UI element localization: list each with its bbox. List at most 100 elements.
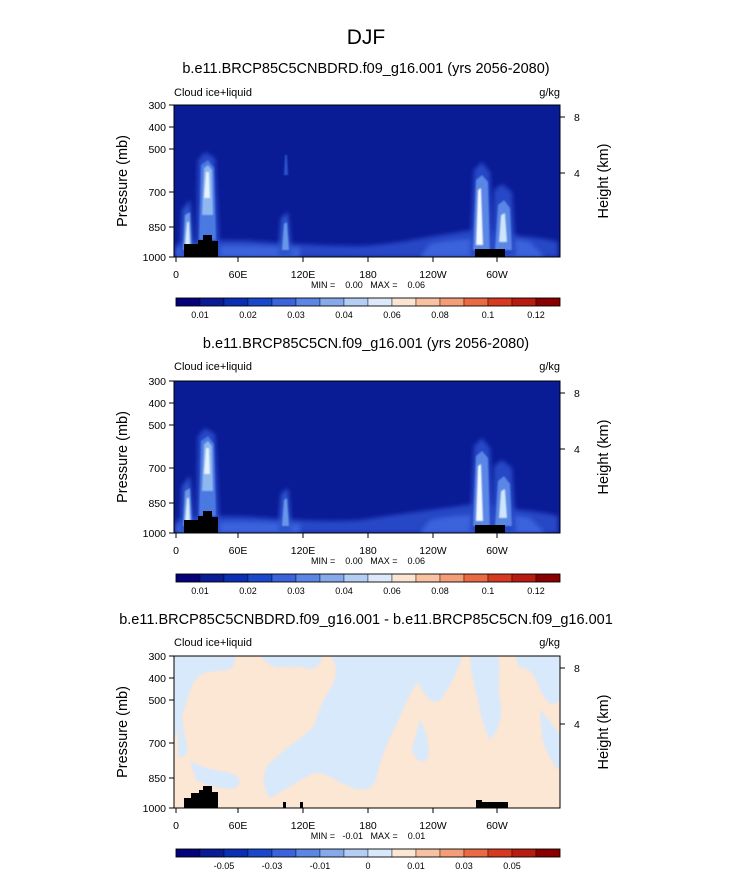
plot-border: [173, 655, 561, 809]
x-tick-label: 180: [359, 820, 377, 832]
colorbar-label: 0.04: [335, 586, 353, 596]
cloud-column: [499, 213, 507, 242]
colorbar-label: 0.1: [482, 586, 495, 596]
x-tick-label: 0: [173, 269, 179, 281]
y-tick-label: 500: [148, 144, 166, 156]
topography: [475, 249, 505, 257]
colorbar-swatch: [511, 848, 537, 858]
y-tick-label: 700: [148, 738, 166, 750]
colorbar: -0.05 -0.03 -0.01 0 0.01 0.03 0.05: [175, 848, 561, 871]
colorbar-swatch: [439, 573, 465, 583]
colorbar-swatch: [535, 848, 561, 858]
low-cloud-core: [176, 238, 545, 257]
colorbar-swatch: [535, 573, 561, 583]
topography: [184, 235, 218, 257]
colorbar-swatch: [199, 573, 225, 583]
variable-label: Cloud ice+liquid: [174, 87, 252, 99]
colorbar-swatch: [175, 573, 201, 583]
y-tick-label: 300: [148, 100, 166, 112]
y2-axis-label: Height (km): [596, 420, 612, 495]
y-tick-label: 700: [148, 187, 166, 199]
colorbar-swatch: [271, 297, 297, 307]
topography: [476, 800, 508, 808]
y-axis-label: Pressure (mb): [115, 411, 131, 503]
colorbar-swatch: [223, 297, 249, 307]
x-axis: 0 60E 120E 180 120W 60W: [173, 533, 508, 557]
colorbar-swatch: [271, 573, 297, 583]
colorbar-swatch: [343, 848, 369, 858]
colorbar-swatch: [319, 573, 345, 583]
colorbar-swatch: [175, 848, 201, 858]
colorbar-swatch: [463, 848, 489, 858]
colorbar-swatch: [295, 848, 321, 858]
cloud-column: [284, 155, 288, 175]
topography: [475, 525, 505, 533]
colorbar-label: 0.04: [335, 310, 353, 320]
colorbar-swatch: [319, 297, 345, 307]
min-max-label: MIN = 0.00 MAX = 0.06: [311, 556, 425, 566]
colorbar-swatches: [175, 848, 561, 858]
y-tick-label: 1000: [143, 528, 167, 540]
cloud-column: [282, 498, 289, 526]
colorbar-swatch: [391, 573, 417, 583]
x-tick-label: 120E: [291, 545, 316, 557]
colorbar-swatch: [319, 848, 345, 858]
colorbar-swatch: [247, 848, 273, 858]
y2-axis-label: Height (km): [596, 144, 612, 219]
y2-tick-label: 8: [574, 112, 580, 124]
colorbar: 0.01 0.02 0.03 0.04 0.06 0.08 0.1 0.12: [175, 297, 561, 320]
colorbar-swatch: [535, 297, 561, 307]
y-tick-label: 700: [148, 463, 166, 475]
colorbar-label: 0.03: [455, 861, 473, 871]
cloud-column: [204, 172, 210, 198]
colorbar-label: -0.05: [214, 861, 235, 871]
x-tick-label: 60E: [229, 545, 248, 557]
plot-border: [173, 104, 561, 258]
colorbar-swatch: [367, 297, 393, 307]
colorbar-swatch: [271, 848, 297, 858]
y-tick-label: 400: [148, 398, 166, 410]
colorbar-swatch: [415, 573, 441, 583]
colorbar-swatch: [415, 848, 441, 858]
colorbar-swatch: [415, 297, 441, 307]
colorbar-label: 0.06: [383, 310, 401, 320]
figure-title: DJF: [347, 26, 386, 49]
cloud-column: [185, 498, 190, 521]
colorbar-swatches: [175, 297, 561, 307]
y-axis-label: Pressure (mb): [115, 135, 131, 227]
y-tick-label: 1000: [143, 252, 167, 264]
topography: [184, 511, 218, 533]
difference-field: [174, 656, 560, 798]
y-tick-label: 1000: [143, 803, 167, 815]
y-tick-label: 850: [148, 222, 166, 234]
colorbar-label: 0.01: [407, 861, 425, 871]
colorbar-swatch: [223, 848, 249, 858]
colorbar-label: 0.02: [239, 310, 257, 320]
topography: [283, 802, 303, 808]
x-tick-label: 120E: [291, 269, 316, 281]
y2-axis: 8 4 Height (km): [560, 112, 612, 218]
variable-label: Cloud ice+liquid: [174, 361, 252, 373]
colorbar-label: 0.01: [191, 310, 209, 320]
colorbar-swatch: [343, 573, 369, 583]
colorbar: 0.01 0.02 0.03 0.04 0.06 0.08 0.1 0.12: [175, 573, 561, 596]
colorbar-label: 0.05: [503, 861, 521, 871]
y-tick-label: 500: [148, 695, 166, 707]
colorbar-swatch: [199, 848, 225, 858]
colorbar-swatch: [487, 573, 513, 583]
colorbar-label: 0.02: [239, 586, 257, 596]
colorbar-label: -0.03: [262, 861, 283, 871]
cloud-column: [499, 489, 507, 518]
y-axis: 300 400 500 700 850 1000 Pressure (mb): [115, 100, 174, 264]
y-tick-label: 400: [148, 673, 166, 685]
y-tick-label: 500: [148, 420, 166, 432]
colorbar-swatch: [463, 297, 489, 307]
min-max-label: MIN = -0.01 MAX = 0.01: [311, 831, 426, 841]
y2-axis: 8 4 Height (km): [560, 388, 612, 494]
y2-axis: 8 4 Height (km): [560, 663, 612, 769]
x-tick-label: 60W: [486, 269, 508, 281]
cloud-column: [185, 222, 190, 245]
x-tick-label: 60E: [229, 269, 248, 281]
colorbar-swatch: [391, 297, 417, 307]
cloud-column: [476, 464, 483, 521]
